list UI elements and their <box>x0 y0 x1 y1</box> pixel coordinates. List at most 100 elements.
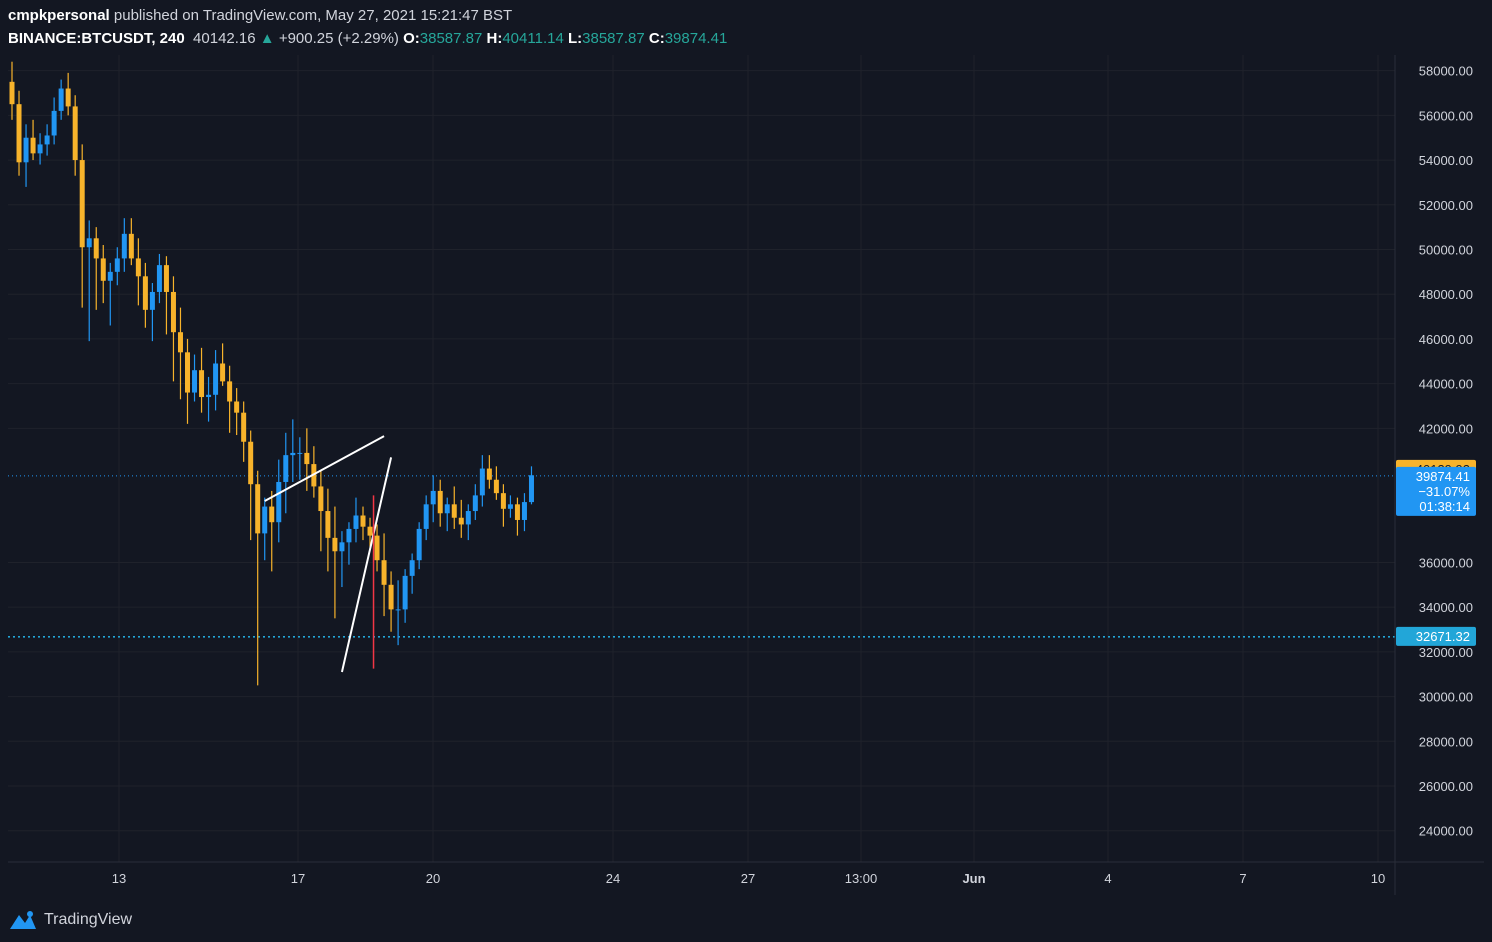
candle[interactable] <box>128 218 134 266</box>
time-tick-label: 17 <box>291 871 305 886</box>
candle[interactable] <box>86 220 92 342</box>
candle[interactable] <box>220 343 226 386</box>
low-value: 38587.87 <box>582 30 645 47</box>
candle[interactable] <box>276 459 282 543</box>
candlestick-chart[interactable]: 58000.00 56000.00 54000.00 52000.00 50000.00… <box>8 55 1484 895</box>
candle[interactable] <box>37 133 43 165</box>
candle[interactable] <box>93 227 99 310</box>
candle[interactable] <box>135 238 141 306</box>
high-value: 40411.14 <box>502 30 564 47</box>
candle[interactable] <box>346 522 352 565</box>
candle[interactable] <box>114 247 120 286</box>
candle[interactable] <box>367 517 373 547</box>
candle[interactable] <box>409 553 415 594</box>
candle[interactable] <box>381 533 387 617</box>
candle[interactable] <box>185 338 190 424</box>
time-tick-label: Jun <box>962 871 985 886</box>
candle[interactable] <box>423 495 429 541</box>
candle[interactable] <box>479 455 485 507</box>
candle[interactable] <box>374 524 380 572</box>
candle[interactable] <box>507 495 513 518</box>
candle[interactable] <box>325 488 331 572</box>
candle[interactable] <box>177 307 183 400</box>
candle[interactable] <box>199 347 205 413</box>
candle[interactable] <box>241 401 247 462</box>
price-tick-label: 34000.00 <box>1419 600 1473 615</box>
candle[interactable] <box>23 124 29 187</box>
candle[interactable] <box>304 428 310 491</box>
candle[interactable] <box>269 490 275 572</box>
symbol-name[interactable]: BINANCE:BTCUSDT, 240 <box>8 30 185 47</box>
candle[interactable] <box>437 479 443 527</box>
candle[interactable] <box>58 79 64 120</box>
candle[interactable] <box>290 419 296 482</box>
candle[interactable] <box>142 262 148 328</box>
candle[interactable] <box>486 455 492 489</box>
time-axis[interactable]: 13 17 20 24 27 13:00 Jun 4 7 10 <box>112 871 1385 886</box>
candle[interactable] <box>192 354 198 402</box>
candle[interactable] <box>430 475 436 523</box>
candle[interactable] <box>493 466 499 500</box>
candle[interactable] <box>248 430 254 541</box>
candle[interactable] <box>30 119 36 161</box>
chart-header: cmpkpersonal published on TradingView.co… <box>8 0 1488 54</box>
candle[interactable] <box>500 484 506 527</box>
chart-pane[interactable]: 58000.00 56000.00 54000.00 52000.00 50000.00… <box>8 55 1484 895</box>
candle[interactable] <box>521 493 527 532</box>
candle[interactable] <box>79 144 85 308</box>
open-value: 38587.87 <box>419 30 483 47</box>
candle[interactable] <box>528 466 534 505</box>
candles[interactable] <box>9 61 534 686</box>
price-change: +900.25 (+2.29%) <box>278 30 399 47</box>
candle[interactable] <box>458 499 464 538</box>
drawings[interactable] <box>264 435 393 673</box>
candle[interactable] <box>451 486 457 529</box>
candle[interactable] <box>465 504 471 541</box>
candle[interactable] <box>395 580 401 646</box>
candle[interactable] <box>388 571 394 632</box>
tradingview-logo-icon[interactable] <box>8 909 38 931</box>
candle[interactable] <box>170 276 176 382</box>
candle[interactable] <box>444 497 450 532</box>
candle[interactable] <box>318 470 324 552</box>
candle[interactable] <box>283 432 289 514</box>
time-tick-label: 7 <box>1239 871 1246 886</box>
candle[interactable] <box>16 90 22 176</box>
candle[interactable] <box>213 350 219 411</box>
candle[interactable] <box>416 522 422 570</box>
candle[interactable] <box>156 253 162 304</box>
candle[interactable] <box>402 569 408 623</box>
author-name[interactable]: cmpkpersonal <box>8 7 110 24</box>
candle[interactable] <box>107 262 113 326</box>
price-tick-label: 36000.00 <box>1419 555 1473 570</box>
candle[interactable] <box>206 376 212 422</box>
candle[interactable] <box>44 124 50 156</box>
candle[interactable] <box>360 506 366 541</box>
wedge-lower-trendline[interactable] <box>340 457 393 673</box>
candle[interactable] <box>149 283 155 342</box>
candle[interactable] <box>121 218 127 272</box>
price-axis[interactable]: 58000.00 56000.00 54000.00 52000.00 50000.00… <box>1419 64 1473 839</box>
close-value: 39874.41 <box>664 30 728 47</box>
candle[interactable] <box>163 256 169 335</box>
candle[interactable] <box>255 470 261 686</box>
candle[interactable] <box>234 388 240 436</box>
candle[interactable] <box>100 245 106 304</box>
candle[interactable] <box>332 506 338 619</box>
candle[interactable] <box>297 437 303 480</box>
svg-text:−31.07%: −31.07% <box>1418 484 1470 499</box>
price-tick-label: 46000.00 <box>1419 332 1473 347</box>
candle[interactable] <box>262 497 268 561</box>
candle[interactable] <box>353 497 359 543</box>
candle[interactable] <box>227 365 233 433</box>
candle[interactable] <box>65 72 71 116</box>
low-label: L: <box>567 30 583 47</box>
candle[interactable] <box>472 484 478 520</box>
candle[interactable] <box>514 497 520 536</box>
candle[interactable] <box>51 97 57 145</box>
brand-name[interactable]: TradingView <box>44 911 133 928</box>
candle[interactable] <box>72 95 78 176</box>
candle[interactable] <box>9 61 15 120</box>
wedge-upper-trendline[interactable] <box>264 435 385 502</box>
candle[interactable] <box>339 531 345 588</box>
